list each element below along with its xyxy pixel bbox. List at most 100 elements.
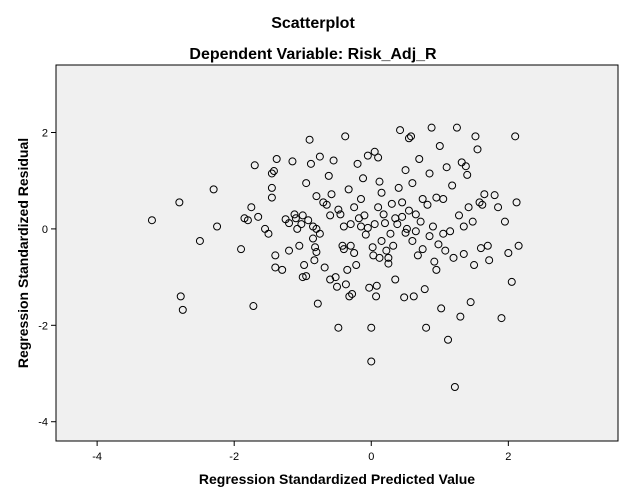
data-point bbox=[459, 222, 468, 231]
data-point bbox=[432, 265, 441, 274]
data-point bbox=[267, 169, 276, 178]
data-point bbox=[389, 241, 398, 250]
data-point bbox=[394, 183, 403, 192]
data-point bbox=[278, 265, 287, 274]
data-point bbox=[336, 210, 345, 219]
data-point bbox=[300, 261, 309, 270]
data-point bbox=[350, 249, 359, 257]
data-point bbox=[237, 245, 246, 254]
data-point bbox=[398, 212, 407, 221]
data-point bbox=[375, 253, 384, 262]
data-point bbox=[391, 275, 400, 284]
data-point bbox=[442, 163, 451, 172]
data-point bbox=[415, 155, 424, 163]
data-point bbox=[418, 195, 427, 204]
data-point bbox=[254, 212, 263, 221]
data-point bbox=[350, 203, 359, 212]
data-point bbox=[483, 241, 492, 250]
data-point bbox=[341, 132, 350, 141]
data-point bbox=[309, 234, 318, 243]
y-tick-label: 2 bbox=[42, 127, 48, 139]
data-point bbox=[327, 190, 336, 199]
data-point bbox=[298, 211, 307, 220]
data-point bbox=[384, 253, 393, 262]
data-point bbox=[404, 206, 413, 215]
data-point bbox=[380, 219, 389, 228]
data-point bbox=[343, 265, 352, 274]
plot-area bbox=[55, 64, 619, 442]
data-point bbox=[288, 157, 297, 166]
x-tick-label: 0 bbox=[368, 451, 374, 463]
chart-subtitle: Dependent Variable: Risk_Adj_R bbox=[189, 46, 437, 63]
data-point bbox=[267, 183, 276, 192]
data-point bbox=[372, 292, 381, 301]
data-point bbox=[401, 166, 410, 175]
data-point bbox=[413, 251, 422, 260]
data-point bbox=[178, 305, 187, 314]
data-point bbox=[363, 223, 372, 232]
data-point bbox=[334, 323, 343, 332]
data-point bbox=[324, 171, 333, 180]
data-point bbox=[437, 304, 446, 313]
points-layer bbox=[147, 123, 523, 392]
data-point bbox=[311, 243, 320, 252]
data-point bbox=[346, 241, 355, 250]
data-point bbox=[387, 199, 396, 208]
data-point bbox=[269, 167, 278, 176]
data-point bbox=[368, 243, 377, 252]
data-point bbox=[416, 217, 425, 226]
data-point bbox=[446, 227, 455, 236]
data-point bbox=[422, 323, 431, 332]
data-point bbox=[297, 220, 306, 229]
data-point bbox=[195, 236, 204, 245]
data-point bbox=[293, 224, 302, 233]
data-point bbox=[374, 203, 383, 212]
y-axis-label: Regression Standardized Residual bbox=[15, 138, 31, 368]
y-tick-label: 0 bbox=[42, 224, 48, 236]
data-point bbox=[497, 314, 506, 323]
data-point bbox=[250, 161, 259, 170]
data-point bbox=[466, 298, 475, 307]
data-point bbox=[450, 383, 459, 392]
data-point bbox=[507, 277, 516, 286]
data-point bbox=[427, 123, 436, 132]
data-point bbox=[290, 210, 299, 219]
data-point bbox=[511, 132, 520, 141]
data-point bbox=[271, 263, 280, 272]
x-tick-label: -2 bbox=[229, 451, 239, 463]
x-tick-label: 2 bbox=[505, 451, 511, 463]
data-point bbox=[480, 190, 489, 199]
data-point bbox=[420, 285, 429, 294]
data-point bbox=[407, 132, 416, 141]
data-point bbox=[370, 147, 379, 156]
data-point bbox=[514, 241, 523, 250]
data-point bbox=[367, 357, 376, 366]
data-point bbox=[176, 292, 185, 301]
data-point bbox=[411, 210, 420, 219]
data-point bbox=[331, 273, 340, 282]
data-point bbox=[375, 177, 384, 186]
data-point bbox=[393, 220, 402, 229]
data-point bbox=[471, 132, 480, 141]
data-point bbox=[329, 156, 338, 165]
data-point bbox=[463, 170, 472, 179]
data-point bbox=[408, 236, 417, 245]
data-point bbox=[359, 174, 368, 183]
data-point bbox=[384, 259, 393, 268]
data-point bbox=[402, 224, 411, 233]
y-axis: -4 -2 0 2 bbox=[38, 127, 56, 429]
data-point bbox=[302, 272, 311, 281]
data-point bbox=[209, 185, 218, 194]
data-point bbox=[271, 251, 280, 260]
data-point bbox=[147, 216, 156, 225]
data-point bbox=[322, 200, 331, 209]
data-point bbox=[468, 217, 477, 226]
data-point bbox=[400, 293, 409, 302]
data-point bbox=[377, 188, 386, 197]
data-point bbox=[363, 151, 372, 160]
data-point bbox=[459, 249, 468, 258]
x-axis: -4 -2 0 2 bbox=[92, 441, 511, 463]
data-point bbox=[295, 241, 304, 250]
data-point bbox=[409, 292, 418, 301]
data-point bbox=[305, 135, 314, 144]
